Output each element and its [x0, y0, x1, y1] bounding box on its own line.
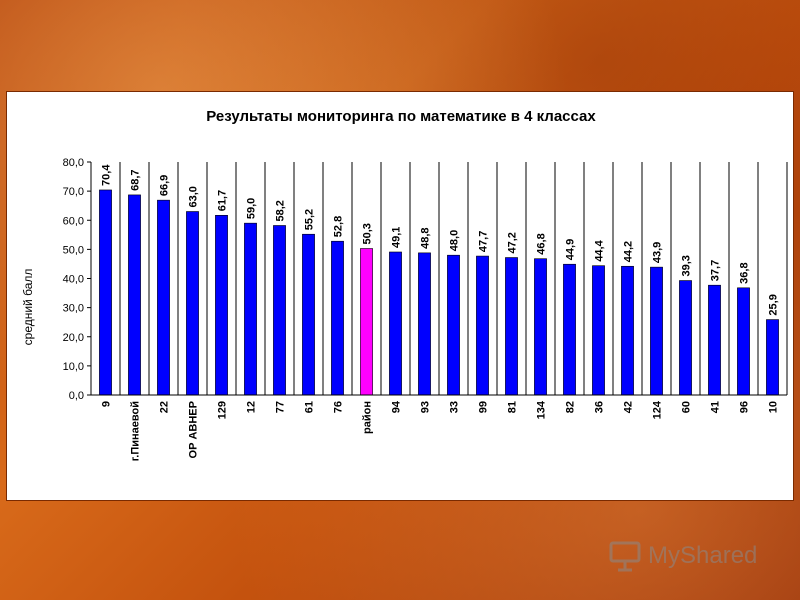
category-label: 10: [768, 401, 780, 413]
y-tick-label: 80,0: [63, 157, 84, 169]
y-tick-label: 40,0: [63, 274, 84, 286]
watermark: MyShared: [608, 536, 768, 576]
category-label: 41: [710, 401, 722, 413]
presentation-board-icon: [609, 541, 641, 572]
data-label: 59,0: [246, 198, 258, 219]
bar: [389, 251, 402, 396]
data-label: 46,8: [536, 233, 548, 254]
data-label: 43,9: [652, 242, 664, 263]
y-tick-label: 20,0: [63, 332, 84, 344]
bar: [273, 225, 286, 396]
bar: [331, 240, 344, 396]
bar: [679, 280, 692, 396]
data-label: 44,2: [623, 241, 635, 262]
watermark-text: MyShared: [648, 542, 758, 569]
category-label: 129: [217, 401, 229, 419]
category-label: 77: [275, 401, 287, 413]
category-label: 42: [623, 401, 635, 413]
data-label: 47,7: [478, 231, 490, 252]
category-label: 76: [333, 401, 345, 413]
category-label: 33: [449, 401, 461, 413]
data-label: 44,9: [565, 239, 577, 260]
data-label: 61,7: [217, 190, 229, 211]
y-tick-label: 30,0: [63, 303, 84, 315]
category-label: 99: [478, 401, 490, 413]
bar: [737, 287, 750, 396]
data-label: 52,8: [333, 216, 345, 237]
data-label: 39,3: [681, 255, 693, 276]
category-label: 94: [391, 400, 403, 413]
category-label: 93: [420, 401, 432, 413]
data-label: 48,0: [449, 230, 461, 251]
category-label: район: [362, 401, 374, 434]
bar: [447, 254, 460, 396]
category-label: ОР АВНЕР: [188, 401, 200, 458]
bar: [360, 248, 373, 396]
bar-chart: Результаты мониторинга по математике в 4…: [21, 108, 788, 461]
data-label: 37,7: [710, 260, 722, 281]
data-label: 55,2: [304, 209, 316, 230]
y-tick-label: 60,0: [63, 215, 84, 227]
bar: [592, 265, 605, 396]
category-label: 124: [652, 400, 664, 419]
data-label: 47,2: [507, 232, 519, 253]
bar: [650, 266, 663, 396]
bar: [766, 319, 779, 396]
category-label: 9: [101, 401, 113, 407]
data-label: 63,0: [188, 186, 200, 207]
bar: [534, 258, 547, 396]
category-label: 12: [246, 401, 258, 413]
bar: [476, 255, 489, 396]
bar: [302, 233, 315, 396]
category-label: 36: [594, 401, 606, 413]
category-label: 22: [159, 401, 171, 413]
data-label: 58,2: [275, 200, 287, 221]
category-label: 96: [739, 401, 751, 413]
bar: [505, 257, 518, 396]
category-label: 60: [681, 401, 693, 413]
category-label: 134: [536, 400, 548, 419]
data-label: 50,3: [362, 223, 374, 244]
bar: [157, 199, 170, 396]
bar: [186, 211, 199, 396]
y-axis-label: средний балл: [21, 269, 35, 346]
chart-title: Результаты мониторинга по математике в 4…: [206, 108, 596, 125]
data-label: 49,1: [391, 227, 403, 248]
data-label: 44,4: [594, 239, 606, 261]
data-label: 66,9: [159, 175, 171, 196]
bar: [708, 284, 721, 396]
bar: [215, 214, 228, 396]
category-label: 82: [565, 401, 577, 413]
data-label: 68,7: [130, 169, 142, 190]
bar: [128, 194, 141, 396]
bar: [563, 263, 576, 396]
y-tick-label: 50,0: [63, 244, 84, 256]
category-label: г.Пинаевой: [130, 401, 142, 461]
data-label: 70,4: [101, 164, 113, 186]
bar: [99, 189, 112, 396]
data-label: 25,9: [768, 294, 780, 315]
bar: [244, 222, 257, 396]
category-label: 81: [507, 401, 519, 413]
y-tick-label: 0,0: [69, 390, 84, 402]
data-label: 36,8: [739, 262, 751, 283]
y-tick-label: 10,0: [63, 361, 84, 373]
bar: [621, 265, 634, 396]
data-label: 48,8: [420, 227, 432, 248]
y-tick-label: 70,0: [63, 186, 84, 198]
bar: [418, 252, 431, 396]
plot-area: 0,0 10,0 20,0 30,0 40,0 50,0 60,0 70,0 80,0 70,4 9…: [63, 157, 788, 461]
category-label: 61: [304, 401, 316, 413]
chart-frame: Результаты мониторинга по математике в 4…: [6, 91, 794, 501]
